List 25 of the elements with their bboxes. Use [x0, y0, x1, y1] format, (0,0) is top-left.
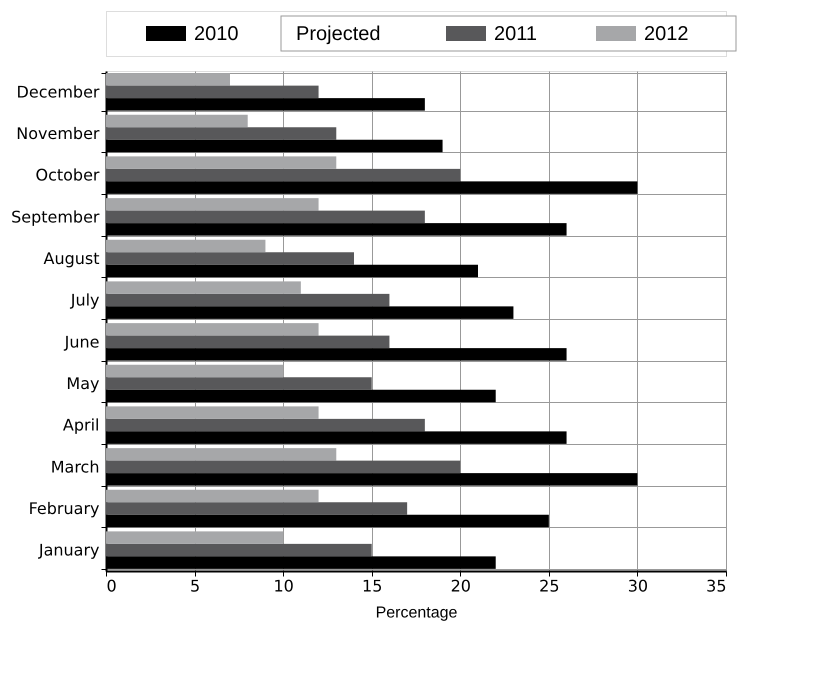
- y-tick-label: March: [50, 457, 100, 476]
- x-tick-label: 15: [362, 576, 382, 596]
- legend-label: 2012: [644, 23, 688, 45]
- legend-label: 2011: [494, 23, 538, 45]
- y-tick-label: May: [66, 374, 100, 393]
- y-tick-label: June: [64, 332, 100, 352]
- x-tick-label: 10: [273, 576, 294, 596]
- y-tick-label: January: [38, 540, 100, 560]
- y-tick-label: December: [16, 82, 100, 102]
- x-tick-label: 35: [706, 576, 726, 596]
- y-tick-label: September: [11, 207, 100, 226]
- y-tick-label: August: [44, 249, 100, 268]
- text: Projected: [296, 23, 380, 45]
- x-tick-label: 0: [106, 576, 117, 596]
- x-tick-label: 25: [539, 576, 560, 596]
- y-tick-label: November: [16, 124, 100, 143]
- legend-label: 2010: [194, 23, 238, 45]
- y-tick-label: October: [35, 166, 100, 185]
- y-tick-label: February: [28, 499, 100, 518]
- y-tick-label: July: [70, 290, 100, 310]
- x-axis-title: Percentage: [376, 604, 458, 622]
- x-tick-label: 20: [450, 576, 471, 596]
- y-tick-label: April: [62, 416, 100, 435]
- x-tick-label: 30: [628, 576, 648, 596]
- x-tick-label: 5: [190, 576, 200, 596]
